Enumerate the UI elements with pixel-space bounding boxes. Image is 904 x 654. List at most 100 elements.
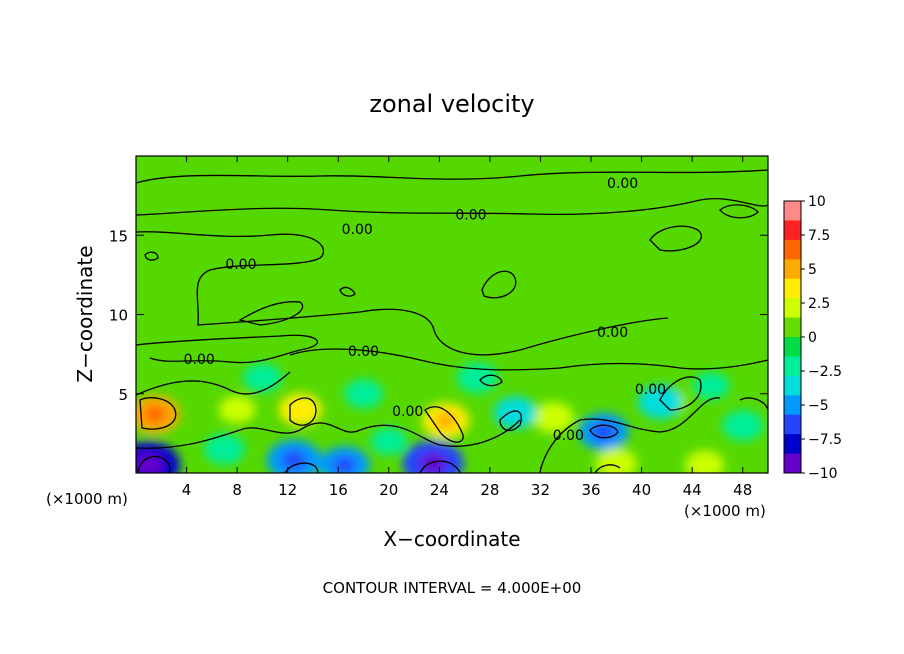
- colorbar-tick-label: 7.5: [808, 228, 830, 244]
- colorbar-tick-label: 2.5: [808, 296, 830, 312]
- contour-line: [284, 462, 319, 473]
- plot-area: 0.00 0.00 0.00 0.00 0.00 0.00 0.00 0.00 0.00 0.00: [136, 156, 768, 473]
- velocity-region: [595, 448, 637, 473]
- colorbar-tick-label: −2.5: [808, 364, 842, 380]
- contour-line: [136, 419, 521, 449]
- contour-labels: 0.00 0.00 0.00 0.00 0.00 0.00 0.00 0.00 0.00 0.00: [184, 176, 666, 444]
- contour-label: 0.00: [225, 257, 256, 273]
- velocity-core: [143, 405, 167, 424]
- x-tick-label: 12: [278, 481, 297, 499]
- contour-line: [719, 204, 759, 219]
- contour-line: [136, 231, 669, 356]
- y-axis: 5 10 15: [109, 227, 768, 404]
- colorbar-segment: [784, 239, 801, 260]
- y-tick-label: 10: [109, 307, 128, 325]
- contour-line: [339, 286, 356, 297]
- contour-label: 0.00: [348, 344, 379, 360]
- colorbar-tick-label: 0: [808, 330, 817, 346]
- x-tick-label: 40: [632, 481, 651, 499]
- y-axis-label: Z−coordinate: [73, 245, 97, 382]
- x-tick-label: 16: [329, 481, 348, 499]
- colorbar-tick-label: −7.5: [808, 432, 842, 448]
- x-unit-left: (×1000 m): [46, 490, 128, 508]
- colorbar-segment: [784, 201, 801, 221]
- contour-line: [659, 376, 702, 411]
- colorbar-segment: [784, 375, 801, 396]
- x-tick-label: 48: [733, 481, 752, 499]
- colorbar-segment: [784, 317, 801, 338]
- colorbar-segment: [784, 395, 801, 416]
- contour-line: [136, 334, 319, 364]
- contour-line: [289, 348, 768, 371]
- contour-line: [137, 455, 171, 473]
- contour-label: 0.00: [184, 352, 215, 368]
- velocity-core: [333, 456, 356, 473]
- velocity-region: [344, 379, 384, 409]
- contour-label: 0.00: [392, 404, 423, 420]
- contour-line: [136, 169, 768, 184]
- velocity-core: [136, 454, 163, 473]
- contour-line: [238, 301, 304, 326]
- x-tick-label: 28: [480, 481, 499, 499]
- velocity-core: [281, 450, 307, 470]
- velocity-region: [692, 372, 730, 400]
- colorbar-segment: [784, 220, 801, 241]
- contour-label: 0.00: [455, 208, 486, 224]
- colorbar-tick-label: −10: [808, 466, 838, 482]
- x-tick-label: 32: [531, 481, 550, 499]
- contour-line: [539, 397, 721, 473]
- colorbar-ticks: 10 7.5 5 2.5 0 −2.5 −5 −7.5 −10: [801, 194, 842, 482]
- colorbar: [783, 200, 802, 474]
- chart-title: zonal velocity: [369, 90, 534, 118]
- contour-label: 0.00: [597, 325, 628, 341]
- y-tick-label: 15: [109, 227, 128, 245]
- contour-line: [289, 397, 317, 426]
- colorbar-segment: [784, 278, 801, 299]
- contour-line: [481, 270, 517, 299]
- velocity-region: [493, 396, 537, 430]
- velocity-region: [218, 395, 256, 424]
- contour-line: [649, 225, 703, 252]
- velocity-region: [685, 450, 725, 473]
- contour-line: [144, 251, 159, 261]
- colorbar-segment: [784, 453, 801, 474]
- x-tick-label: 36: [581, 481, 600, 499]
- x-tick-label: 4: [182, 481, 192, 499]
- velocity-region: [370, 427, 408, 456]
- contour-line: [594, 464, 621, 473]
- contour-interval-footer: CONTOUR INTERVAL = 4.000E+00: [323, 579, 582, 597]
- x-tick-label: 20: [379, 481, 398, 499]
- contour-line: [136, 371, 291, 396]
- contour-line: [139, 397, 177, 430]
- velocity-region: [242, 363, 282, 393]
- contour-line: [499, 410, 522, 432]
- contour-label: 0.00: [607, 176, 638, 192]
- x-tick-label: 8: [232, 481, 242, 499]
- colorbar-segment: [784, 434, 801, 455]
- velocity-core: [434, 412, 457, 430]
- velocity-region: [203, 433, 246, 465]
- contour-line: [739, 397, 768, 411]
- contour-label: 0.00: [635, 382, 666, 398]
- y-tick-label: 5: [118, 386, 128, 404]
- contour-line: [424, 406, 464, 443]
- velocity-core: [419, 452, 447, 473]
- contour-label: 0.00: [553, 428, 584, 444]
- colorbar-tick-label: 5: [808, 262, 817, 278]
- velocity-region: [722, 410, 764, 441]
- colorbar-segment: [784, 337, 801, 357]
- colorbar-segment: [784, 356, 801, 377]
- colorbar-tick-label: 10: [808, 194, 826, 210]
- x-axis: 4 8 12 16 20 24 28 32 36 40 44 48: [182, 156, 752, 499]
- contour-line: [589, 424, 619, 439]
- x-unit-right: (×1000 m): [684, 502, 766, 520]
- velocity-region: [532, 402, 574, 433]
- colorbar-segment: [784, 298, 801, 319]
- contour-line: [136, 198, 768, 216]
- contour-lines: [136, 169, 768, 473]
- x-axis-label: X−coordinate: [383, 527, 520, 551]
- colorbar-segment: [784, 259, 801, 280]
- contour-label: 0.00: [342, 222, 373, 238]
- contour-line: [419, 460, 461, 473]
